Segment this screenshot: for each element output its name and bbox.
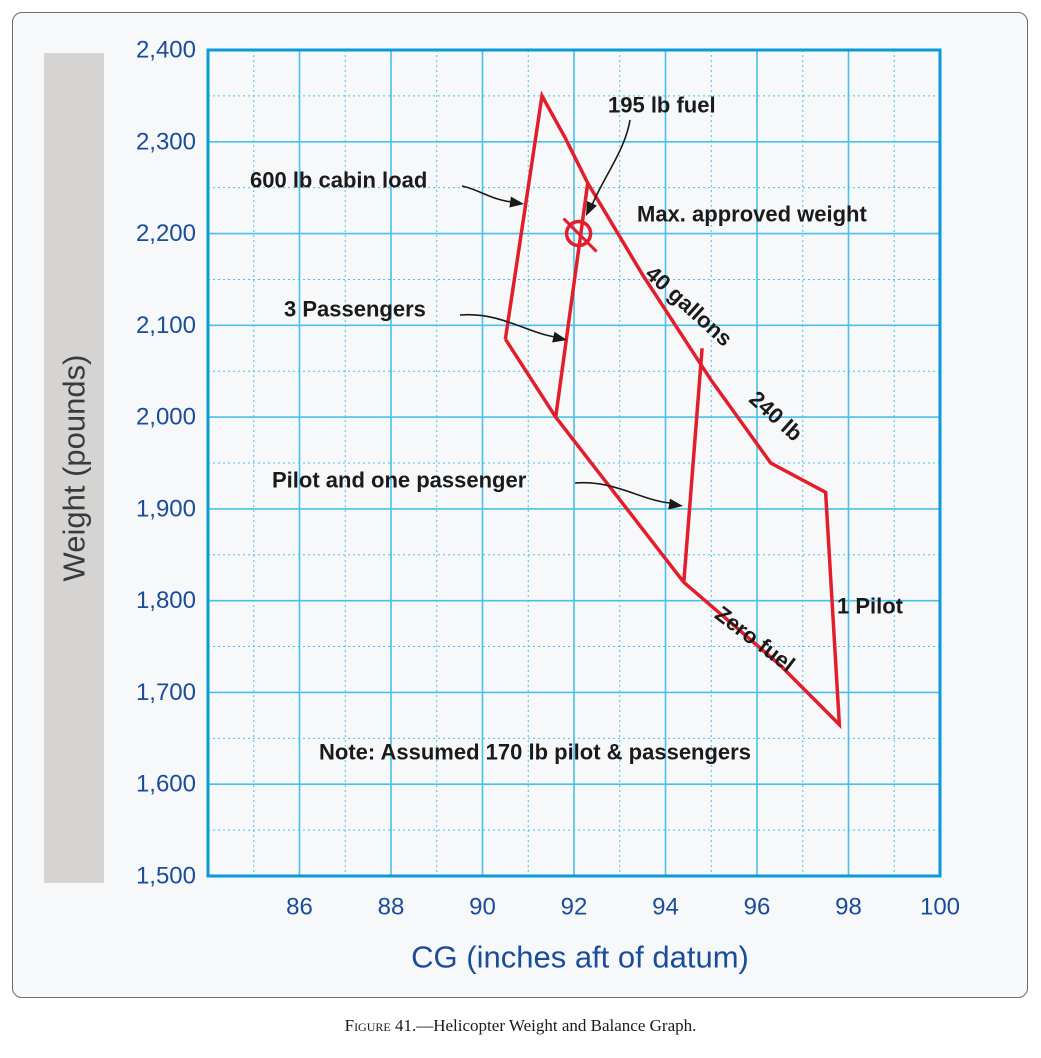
caption-figure-number: Figure 41. bbox=[344, 1016, 417, 1035]
y-tick-label: 1,900 bbox=[136, 495, 196, 522]
arrow-pilot-one-head bbox=[668, 498, 683, 510]
label-max-approved-weight: Max. approved weight bbox=[637, 202, 867, 227]
x-tick-label: 98 bbox=[835, 894, 862, 921]
plot-border bbox=[206, 48, 942, 878]
y-tick-label: 1,500 bbox=[136, 863, 196, 890]
load-line bbox=[553, 182, 590, 418]
x-tick-label: 92 bbox=[561, 894, 588, 921]
figure-caption: Figure 41.—Helicopter Weight and Balance… bbox=[0, 1016, 1041, 1036]
y-axis-label-bar bbox=[44, 53, 104, 883]
arrow-195-fuel-head bbox=[586, 200, 597, 216]
y-tick-label: 1,600 bbox=[136, 771, 196, 798]
x-tick-labels: 86 88 90 92 94 96 98 100 bbox=[286, 894, 960, 921]
arrow-3-passengers-head bbox=[552, 331, 567, 343]
label-pilot-and-one-passenger: Pilot and one passenger bbox=[272, 468, 527, 493]
arrow-cabin-load bbox=[461, 185, 513, 203]
chart-frame bbox=[12, 12, 1028, 998]
label-195-lb-fuel: 195 lb fuel bbox=[608, 93, 716, 118]
marker-slash bbox=[562, 217, 598, 253]
label-zero-fuel: Zero fuel bbox=[710, 601, 799, 677]
y-tick-labels: 1,500 1,600 1,700 1,800 1,900 2,000 2,100 2,200… bbox=[136, 37, 196, 890]
x-tick-label: 94 bbox=[652, 894, 679, 921]
arrow-pilot-one bbox=[574, 481, 671, 504]
y-tick-label: 2,300 bbox=[136, 128, 196, 155]
x-tick-label: 96 bbox=[744, 894, 771, 921]
caption-text: —Helicopter Weight and Balance Graph. bbox=[416, 1016, 697, 1035]
arrow-195-fuel bbox=[591, 119, 631, 206]
marker-circle bbox=[564, 219, 593, 248]
x-tick-label: 100 bbox=[920, 894, 960, 921]
label-note: Note: Assumed 170 lb pilot & passengers bbox=[319, 740, 751, 765]
y-tick-label: 1,700 bbox=[136, 679, 196, 706]
y-tick-label: 2,000 bbox=[136, 404, 196, 431]
x-axis-label: CG (inches aft of datum) bbox=[411, 940, 749, 975]
label-1-pilot: 1 Pilot bbox=[837, 594, 904, 619]
x-tick-label: 88 bbox=[378, 894, 405, 921]
arrow-3-passengers bbox=[459, 313, 556, 338]
load-line bbox=[682, 348, 704, 583]
y-axis-label: Weight (pounds) bbox=[57, 355, 92, 582]
weight-balance-chart: Weight (pounds) 1,500 1,600 1,700 1,800 1,90… bbox=[44, 37, 960, 975]
grid bbox=[208, 50, 940, 876]
x-tick-label: 90 bbox=[469, 894, 496, 921]
y-tick-label: 2,100 bbox=[136, 312, 196, 339]
envelope-line bbox=[503, 90, 842, 730]
label-3-passengers: 3 Passengers bbox=[284, 297, 426, 322]
loaded-cg-marker bbox=[562, 217, 598, 253]
y-tick-label: 2,400 bbox=[136, 37, 196, 64]
arrow-cabin-load-head bbox=[509, 196, 524, 208]
x-tick-label: 86 bbox=[286, 894, 313, 921]
y-tick-label: 1,800 bbox=[136, 587, 196, 614]
label-600-lb-cabin-load: 600 lb cabin load bbox=[250, 168, 427, 193]
y-tick-label: 2,200 bbox=[136, 220, 196, 247]
callout-arrows bbox=[459, 119, 683, 510]
label-40-gallons: 40 gallons bbox=[641, 261, 738, 352]
